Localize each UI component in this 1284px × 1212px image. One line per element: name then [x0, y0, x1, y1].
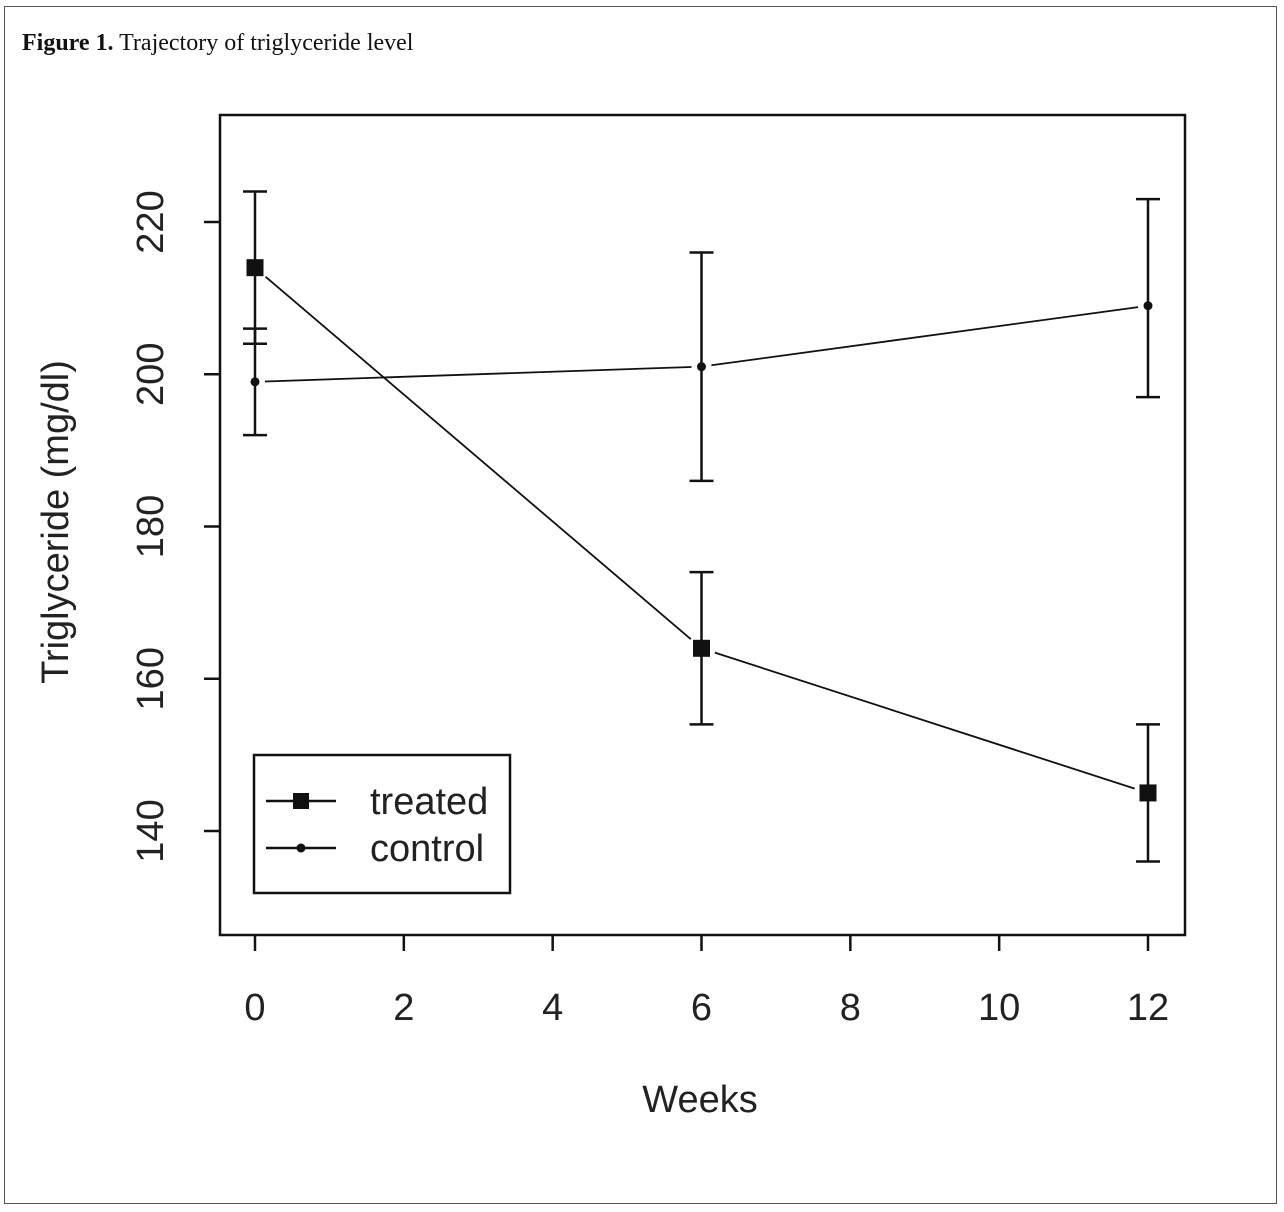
control-line-segment	[711, 306, 1139, 367]
x-tick-label: 8	[840, 987, 861, 1029]
y-tick-label: 160	[130, 647, 172, 710]
data-points	[246, 259, 1157, 802]
x-tick-label: 12	[1127, 987, 1169, 1029]
control-point	[697, 362, 706, 372]
treated-point	[693, 639, 710, 657]
figure-caption-text: Trajectory of triglyceride level	[113, 30, 414, 56]
figure-frame	[4, 6, 1277, 1204]
y-tick-label: 220	[130, 190, 172, 253]
y-tick-label: 200	[130, 343, 172, 406]
x-tick-label: 0	[244, 987, 265, 1029]
legend-control-label: control	[370, 828, 484, 870]
y-tick-label: 140	[130, 799, 172, 862]
control-line-segment	[264, 366, 692, 383]
y-axis-title: Triglyceride (mg/dl)	[35, 360, 77, 684]
treated-line-segment	[265, 276, 692, 640]
y-axis: 140 160 180 200 220	[130, 190, 220, 863]
legend-box	[252, 753, 512, 895]
x-axis: 0 2 4 6 8 10 12	[244, 935, 1169, 1029]
legend-treated-label: treated	[370, 781, 488, 823]
series-lines	[264, 276, 1139, 790]
legend-control-marker	[296, 843, 306, 853]
treated-point	[1139, 784, 1157, 802]
control-point	[1143, 301, 1153, 311]
x-axis-title: Weeks	[642, 1079, 757, 1121]
x-tick-label: 6	[691, 987, 712, 1029]
x-tick-label: 10	[978, 987, 1020, 1029]
x-tick-label: 2	[393, 987, 414, 1029]
y-tick-label: 180	[130, 495, 172, 558]
treated-line-segment	[714, 651, 1135, 790]
legend-treated-marker	[293, 793, 309, 809]
treated-point	[246, 259, 264, 277]
control-point	[250, 377, 260, 387]
x-tick-label: 4	[542, 987, 563, 1029]
figure-label: Figure 1.	[22, 30, 114, 56]
figure-caption: Figure 1. Trajectory of triglyceride lev…	[22, 30, 413, 57]
legend: treated control	[252, 753, 512, 895]
